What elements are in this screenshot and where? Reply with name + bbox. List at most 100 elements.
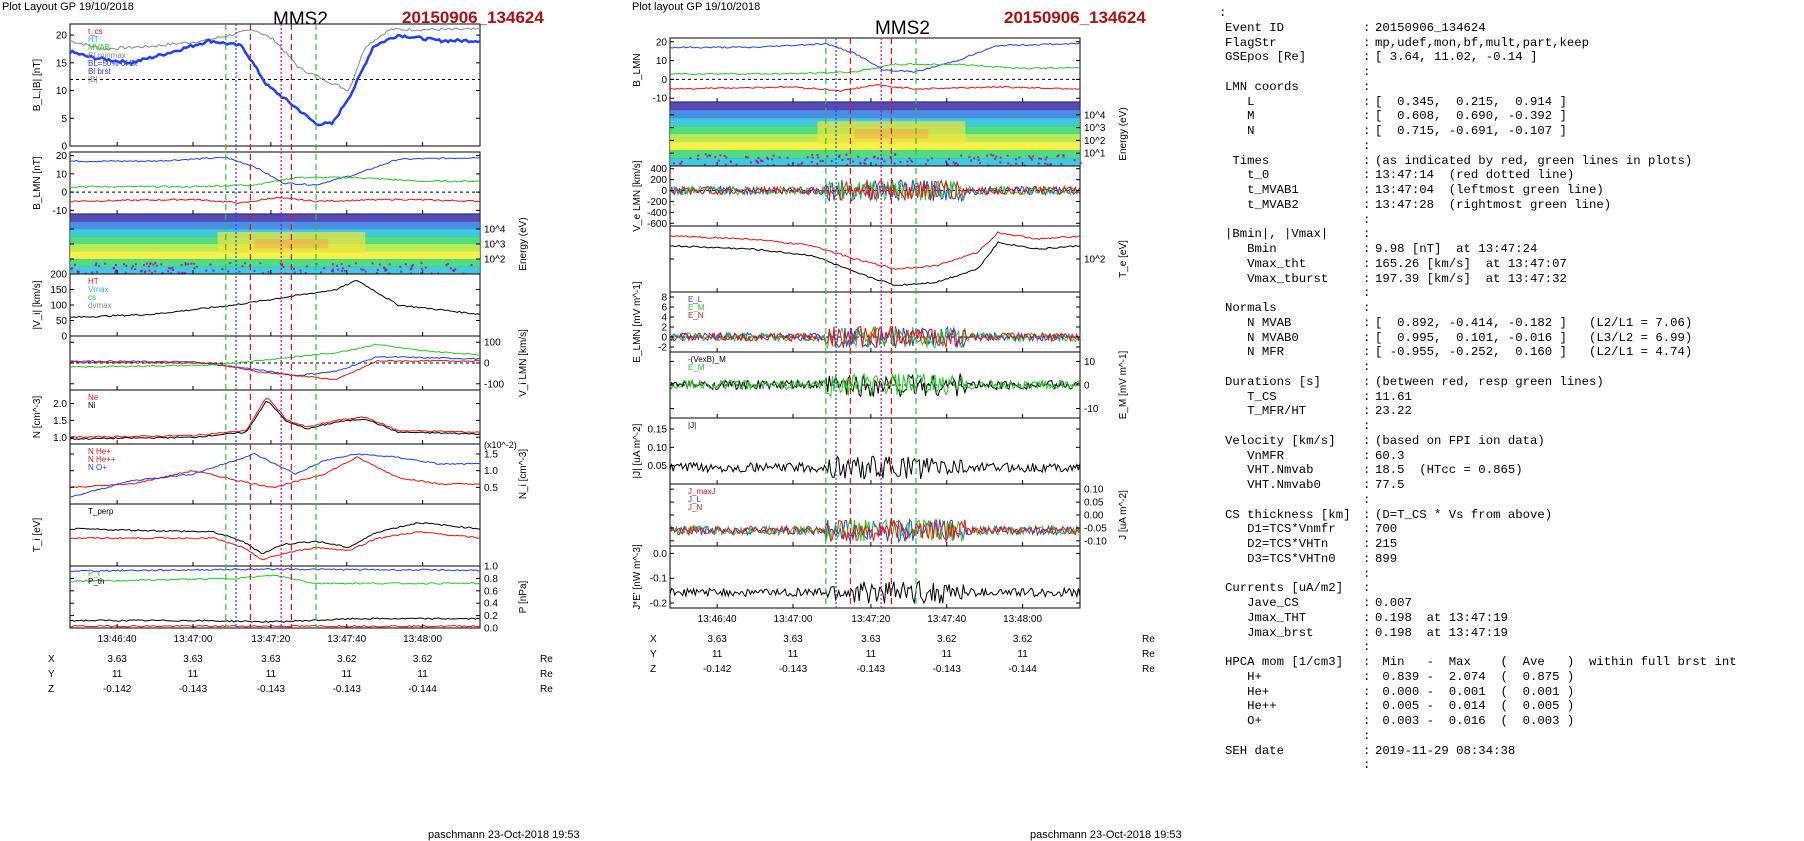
summary-key: O+ — [1225, 714, 1262, 728]
summary-value: [ -0.955, -0.252, 0.160 ] (L2/L1 = 4.74) — [1375, 345, 1693, 360]
summary-colon: : — [1363, 330, 1371, 345]
summary-value: (between red, resp green lines) — [1375, 374, 1604, 389]
summary-value: 165.26 [km/s] at 13:47:07 — [1375, 256, 1567, 271]
summary-key: Currents [uA/m2] — [1225, 581, 1344, 596]
spectrogram-speckle — [911, 160, 914, 163]
summary-value: (D=T_CS * Vs from above) — [1375, 507, 1553, 522]
spectrogram-speckle — [304, 271, 307, 274]
ytick-label: -10 — [1084, 404, 1099, 415]
summary-value: 13:47:14 (red dotted line) — [1375, 168, 1575, 183]
summary-colon: : — [1363, 183, 1371, 197]
ytick-label: 10^2 — [1084, 136, 1106, 147]
spectrogram-speckle — [293, 271, 296, 274]
summary-colon: : — [1363, 507, 1371, 522]
summary-colon: : — [1363, 551, 1371, 566]
series-V-M — [69, 343, 480, 369]
spectrogram-speckle — [362, 268, 365, 271]
series-Ni — [69, 400, 481, 440]
spectrogram-speckle — [973, 157, 976, 160]
spectrogram-speckle — [154, 262, 157, 265]
time-tick-label: 13:47:20 — [251, 634, 290, 645]
summary-key: Bmin — [1225, 242, 1277, 256]
summary-colon: : — [1363, 610, 1371, 625]
summary-colon: : — [1363, 758, 1371, 773]
summary-row: Currents [uA/m2]: — [1225, 581, 1797, 596]
ytick-label: 150 — [50, 285, 67, 296]
ephemeris-value: 11 — [417, 669, 428, 680]
subplot-frame — [669, 291, 1081, 353]
series-T-par — [69, 531, 481, 561]
summary-blank-row: : — [1225, 139, 1797, 154]
summary-colon: : — [1363, 640, 1371, 655]
ephemeris-value: 11 — [866, 649, 877, 660]
summary-colon: : — [1363, 286, 1371, 301]
summary-row: O+: 0.003 - 0.016 ( 0.003 ) — [1225, 714, 1797, 729]
summary-value: 20150906_134624 — [1375, 20, 1486, 35]
summary-row: Event ID:20150906_134624 — [1225, 21, 1797, 36]
subplot-frame — [69, 273, 481, 337]
spectrogram-speckle — [212, 269, 215, 272]
ytick-label: 1.0 — [484, 562, 498, 573]
spectrogram-speckle — [766, 156, 769, 159]
spectrogram-speckle — [1028, 155, 1031, 158]
spectrogram-speckle — [125, 264, 128, 267]
legend-2: J_N — [688, 503, 702, 512]
summary-key: |Bmin|, |Vmax| — [1225, 227, 1329, 242]
series-V-N — [669, 178, 1081, 202]
summary-key: LMN coords — [1225, 79, 1299, 94]
summary-colon: : — [1363, 492, 1371, 507]
ylabel: P [nPa] — [518, 580, 529, 613]
summary-colon: : — [1363, 669, 1371, 684]
spectrogram-speckle — [745, 155, 748, 158]
ytick-label: 4 — [661, 313, 667, 324]
legend-0: -(VexB)_M — [688, 355, 726, 364]
spectrogram-speckle — [990, 153, 993, 156]
ytick-label: 10^3 — [484, 240, 506, 251]
ylabel: Energy (eV) — [518, 217, 529, 270]
ephemeris-value: 11 — [1017, 649, 1028, 660]
summary-colon: : — [1363, 50, 1371, 65]
spectrogram-speckle — [420, 267, 423, 270]
summary-colon: : — [1363, 360, 1371, 374]
ephemeris-value: 11 — [342, 669, 353, 680]
summary-value: 9.98 [nT] at 13:47:24 — [1375, 242, 1538, 256]
spectrogram-speckle — [772, 154, 775, 157]
ephemeris-value: 3.63 — [107, 654, 127, 665]
spectrogram-speckle — [388, 263, 391, 266]
summary-blank-row: : — [1225, 493, 1797, 508]
summary-key: CS thickness [km] — [1225, 507, 1351, 522]
spectrogram-speckle — [161, 271, 164, 274]
series-P-t — [69, 574, 481, 585]
spectrogram-speckle — [977, 156, 980, 159]
summary-key: M — [1225, 109, 1255, 124]
spectrogram-speckle — [852, 160, 855, 163]
summary-value: [ 0.892, -0.414, -0.182 ] (L2/L1 = 7.06) — [1375, 315, 1693, 330]
spectrogram-speckle — [757, 156, 760, 159]
spectrogram-speckle — [1031, 155, 1034, 158]
spectrogram-speckle — [930, 157, 933, 160]
ephemeris-value: 3.63 — [861, 634, 881, 645]
spectrogram-speckle — [847, 158, 850, 161]
spectrogram-speckle — [1030, 158, 1033, 161]
ephemeris-value: 11 — [788, 649, 799, 660]
ytick-label: 0.4 — [484, 599, 498, 610]
legend-1: J_L — [688, 495, 701, 504]
subplot-frame — [669, 225, 1081, 293]
spectrogram-speckle — [845, 163, 848, 166]
spectrogram-speckle — [420, 271, 423, 274]
summary-colon: : — [1363, 463, 1371, 478]
summary-key: t_0 — [1225, 168, 1270, 183]
ytick-label: 0.0 — [653, 549, 667, 560]
spectrogram-speckle — [299, 272, 302, 275]
spectrogram-speckle — [155, 264, 158, 267]
series-Ne — [69, 398, 481, 439]
spectrogram-speckle — [1006, 154, 1009, 157]
spectrogram-speckle — [704, 153, 707, 156]
spectrogram-speckle — [181, 271, 184, 274]
ylabel: E_LMN [mV m^-1] — [632, 281, 643, 363]
summary-row: M: [ 0.608, 0.690, -0.392 ] — [1225, 109, 1797, 124]
series-E-M — [669, 372, 1081, 399]
subplot-frame — [669, 483, 1081, 547]
ytick-label: 0.5 — [484, 483, 498, 494]
spectrogram-speckle — [279, 262, 282, 265]
